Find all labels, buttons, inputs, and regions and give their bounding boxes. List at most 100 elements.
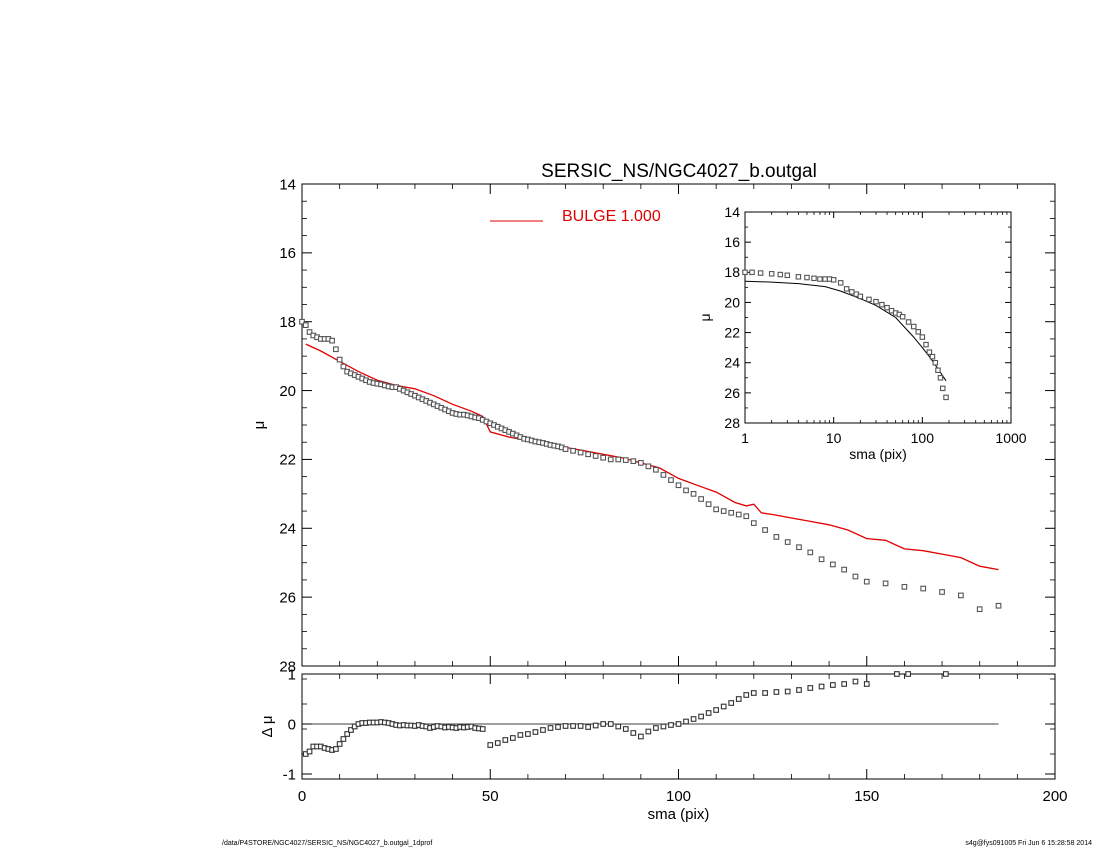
data-point	[857, 293, 864, 300]
data-point	[607, 456, 614, 463]
data-point	[705, 501, 712, 508]
data-point	[762, 690, 768, 696]
data-point	[749, 269, 755, 276]
data-point	[910, 323, 917, 330]
data-point	[570, 447, 576, 454]
data-point	[735, 511, 742, 518]
x-tick-label: 1	[741, 430, 749, 446]
data-point	[600, 454, 607, 461]
y-tick-label: 16	[724, 234, 740, 250]
data-point	[796, 687, 802, 693]
x-tick-label: 10	[826, 430, 842, 446]
data-point	[884, 304, 890, 311]
data-point	[762, 527, 768, 533]
y-tick-label: 16	[279, 245, 296, 262]
inset-plot: 1 10 100 1000 14 16 18 20 22 24 26 28 sma (pix) μ	[697, 204, 1036, 471]
data-point	[336, 741, 343, 747]
data-point	[683, 718, 689, 725]
data-point	[487, 742, 494, 748]
data-point	[743, 513, 750, 520]
y-tick-label: 24	[724, 355, 740, 371]
data-point	[306, 329, 313, 335]
data-point	[894, 671, 900, 677]
x-tick-label: 150	[854, 788, 879, 805]
data-point	[958, 592, 964, 599]
data-point	[577, 449, 584, 456]
x-axis-label: sma (pix)	[849, 446, 907, 462]
model-line	[744, 280, 947, 382]
y-tick-label: 26	[724, 385, 740, 401]
y-tick-label: 20	[279, 383, 296, 400]
data-point	[562, 723, 569, 729]
x-tick-label: 100	[911, 430, 935, 446]
data-point	[750, 690, 757, 696]
data-point	[502, 737, 509, 743]
data-point	[841, 566, 848, 573]
y-axis-label: μ	[251, 421, 268, 430]
data-point	[348, 727, 354, 733]
data-point	[879, 301, 885, 308]
y-tick-label: 26	[279, 589, 296, 606]
data-point	[807, 549, 814, 556]
chart-title: SERSIC_NS/NGC4027_b.outgal	[541, 161, 817, 182]
data-point	[926, 349, 933, 355]
data-point	[622, 457, 629, 463]
data-point	[637, 460, 644, 466]
data-point	[660, 472, 667, 478]
data-point	[615, 723, 622, 730]
data-point	[920, 585, 927, 592]
data-point	[750, 520, 757, 526]
y-axis-label: μ	[697, 313, 713, 321]
data-point	[899, 313, 906, 320]
data-point	[622, 726, 629, 732]
data-point	[995, 602, 1002, 609]
data-point	[600, 721, 607, 727]
data-point	[509, 735, 516, 741]
data-point	[811, 275, 817, 282]
data-point	[757, 270, 764, 276]
data-point	[479, 726, 486, 732]
data-point	[585, 724, 591, 730]
data-point	[935, 367, 941, 373]
data-point	[705, 710, 712, 716]
data-point	[905, 671, 912, 677]
y-tick-label: 20	[724, 294, 740, 310]
data-point	[653, 466, 659, 473]
data-point	[784, 272, 791, 279]
main-plot: 14 16 18 20 22 24 26 28 μ BULGE 1.000	[251, 176, 1056, 675]
data-point	[852, 678, 859, 685]
data-point	[630, 458, 637, 465]
data-point	[329, 337, 335, 344]
x-axis-label: sma (pix)	[648, 806, 710, 823]
x-tick-label: 50	[482, 788, 499, 805]
data-point	[784, 539, 791, 545]
y-tick-label: 14	[279, 176, 296, 193]
data-point	[637, 733, 644, 740]
data-point	[822, 276, 828, 282]
data-point	[830, 277, 837, 283]
data-point	[901, 583, 908, 590]
data-point	[817, 276, 823, 282]
y-tick-label: -1	[283, 766, 296, 783]
x-tick-label: 100	[666, 788, 691, 805]
data-point	[873, 298, 879, 305]
data-point	[344, 731, 351, 737]
y-tick-label: 14	[724, 204, 740, 220]
data-point	[796, 544, 802, 551]
data-point	[630, 730, 637, 736]
x-tick-label: 1000	[995, 430, 1026, 446]
data-point	[306, 748, 313, 755]
data-point	[713, 506, 719, 513]
footer-timestamp: s4g@fys091005 Fri Jun 6 15:28:58 2014	[965, 840, 1092, 847]
data-point	[615, 456, 622, 463]
data-point	[570, 723, 576, 729]
data-point	[852, 573, 859, 580]
data-point	[818, 683, 825, 690]
y-tick-label: 18	[279, 314, 296, 331]
data-point	[830, 561, 836, 568]
data-point	[818, 556, 825, 563]
data-point	[713, 707, 719, 713]
data-point	[777, 271, 784, 278]
